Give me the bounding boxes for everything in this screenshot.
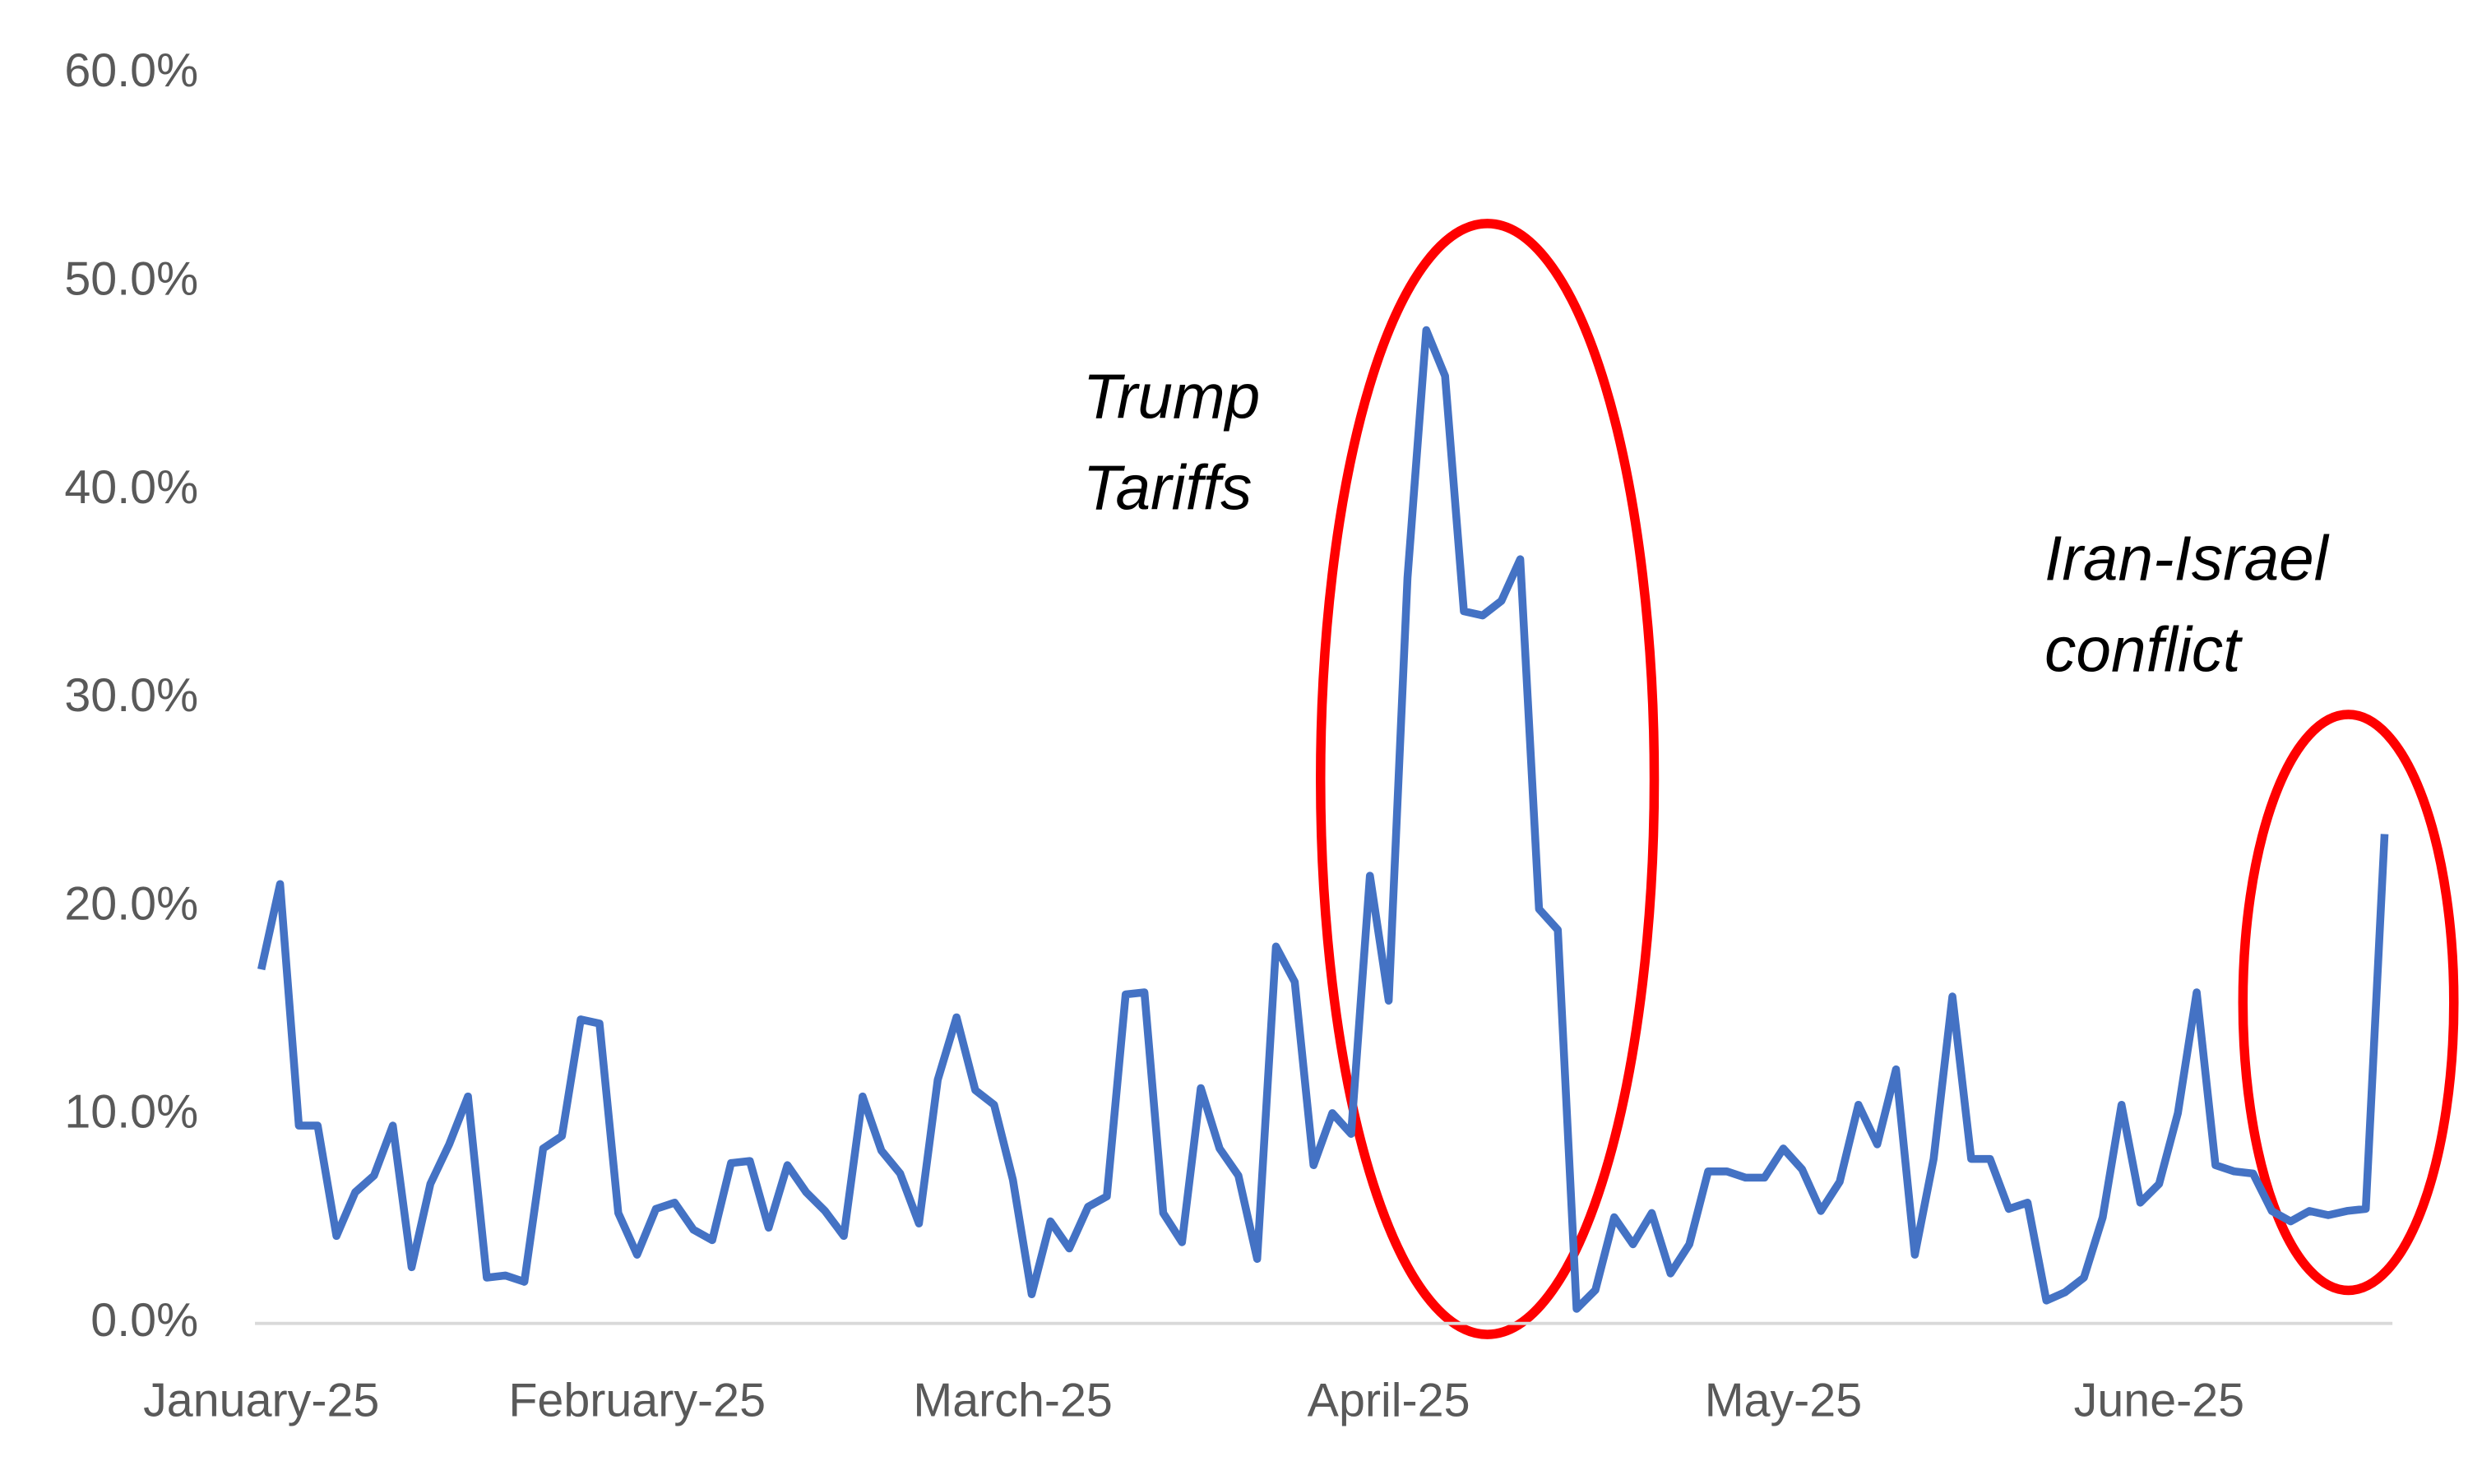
annotation: Iran-Israel (2044, 524, 2330, 594)
annotation: conflict (2044, 615, 2243, 685)
y-tick-label: 30.0% (64, 669, 198, 722)
annotation: Tariffs (1083, 453, 1253, 523)
highlight-ellipse (2238, 710, 2459, 1296)
y-tick-label: 40.0% (64, 461, 198, 514)
y-tick-label: 60.0% (64, 44, 198, 97)
x-tick-label: June-25 (2074, 1374, 2244, 1426)
y-tick-label: 50.0% (64, 252, 198, 305)
annotation: Trump (1083, 362, 1260, 432)
y-tick-label: 0.0% (90, 1294, 198, 1347)
y-tick-label: 10.0% (64, 1086, 198, 1139)
x-tick-label: January-25 (143, 1374, 379, 1426)
highlight-ellipse (1316, 219, 1660, 1339)
line-series (257, 326, 2389, 1313)
y-tick-label: 20.0% (64, 877, 198, 930)
x-tick-label: March-25 (913, 1374, 1112, 1426)
x-tick-label: May-25 (1705, 1374, 1862, 1426)
x-tick-label: April-25 (1308, 1374, 1470, 1426)
x-tick-label: February-25 (508, 1374, 766, 1426)
